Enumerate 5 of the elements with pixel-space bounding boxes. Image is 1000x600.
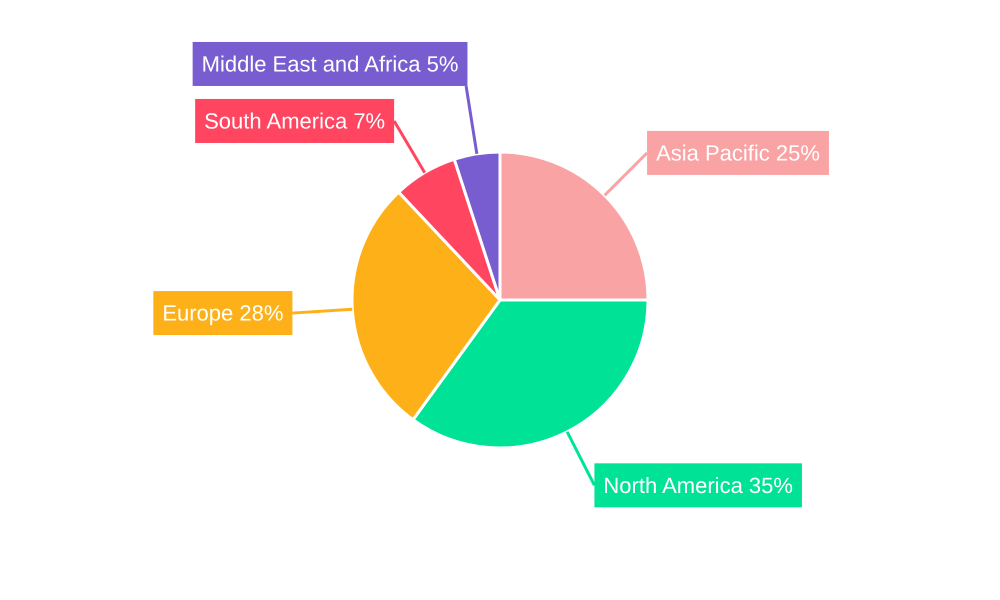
- slice-label: Middle East and Africa 5%: [202, 51, 458, 76]
- slice-label: Europe 28%: [162, 300, 284, 326]
- slice-label: South America 7%: [204, 108, 386, 134]
- slice-label: North America 35%: [603, 472, 793, 498]
- slice-label: Asia Pacific 25%: [656, 140, 820, 166]
